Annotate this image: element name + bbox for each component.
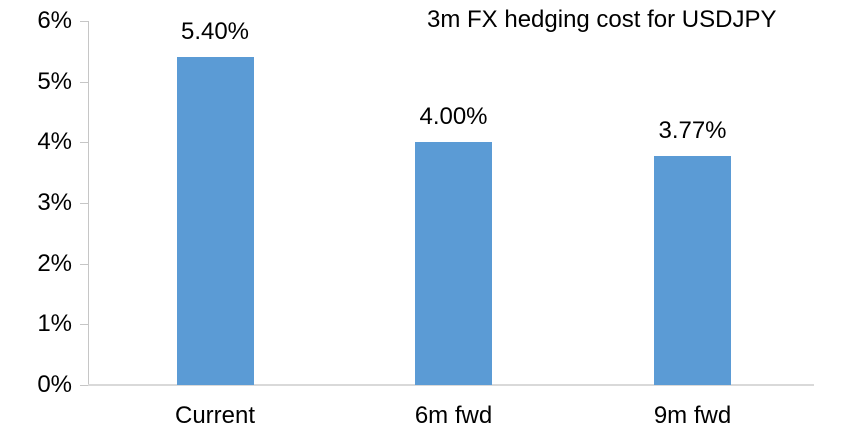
y-axis-tick	[80, 324, 88, 326]
y-axis-tick-label: 2%	[37, 249, 72, 277]
y-axis-tick	[80, 263, 88, 265]
bar-current	[176, 57, 254, 385]
data-label-current: 5.40%	[180, 18, 250, 46]
y-axis-tick-label: 3%	[37, 188, 72, 216]
y-axis-tick-label: 0%	[37, 371, 72, 398]
y-axis-line	[88, 20, 89, 385]
bar-9m-fwd	[654, 156, 731, 385]
y-axis-tick	[80, 142, 88, 144]
data-label-6m-fwd: 4.00%	[419, 103, 488, 131]
bar-6m-fwd	[415, 142, 492, 385]
category-label-6m-fwd: 6m fwd	[414, 402, 493, 429]
y-axis-tick	[80, 202, 88, 204]
y-axis-tick-label: 1%	[37, 310, 72, 338]
chart-title: 3m FX hedging cost for USDJPY	[427, 6, 777, 33]
y-axis-tick-label: 4%	[37, 128, 72, 156]
y-axis-tick	[80, 385, 88, 386]
category-label-current: Current	[174, 402, 256, 429]
data-label-9m-fwd: 3.77%	[658, 117, 727, 145]
x-axis-line	[88, 384, 814, 386]
y-axis-tick-label: 5%	[37, 67, 72, 95]
y-axis-tick	[80, 81, 88, 83]
y-axis-tick-label: 6%	[37, 6, 72, 34]
y-axis-tick	[80, 20, 88, 22]
category-label-9m-fwd: 9m fwd	[653, 402, 732, 429]
